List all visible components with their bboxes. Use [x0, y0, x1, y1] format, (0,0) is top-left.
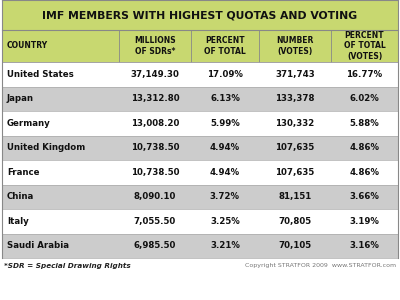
Text: Saudi Arabia: Saudi Arabia: [7, 241, 69, 250]
Text: COUNTRY: COUNTRY: [7, 41, 48, 50]
Text: 3.16%: 3.16%: [350, 241, 380, 250]
Text: 107,635: 107,635: [276, 143, 315, 152]
Bar: [2, 30, 398, 62]
Text: 4.86%: 4.86%: [350, 168, 380, 177]
Text: 3.72%: 3.72%: [210, 192, 240, 201]
Text: 4.86%: 4.86%: [350, 143, 380, 152]
Text: Germany: Germany: [7, 119, 51, 128]
Text: 4.94%: 4.94%: [210, 168, 240, 177]
Text: United States: United States: [7, 70, 74, 79]
Text: 13,312.80: 13,312.80: [130, 94, 179, 103]
Text: 6,985.50: 6,985.50: [134, 241, 176, 250]
Text: 8,090.10: 8,090.10: [134, 192, 176, 201]
Text: 5.88%: 5.88%: [350, 119, 380, 128]
Bar: [2, 0, 398, 30]
Text: 70,105: 70,105: [278, 241, 312, 250]
Text: 13,008.20: 13,008.20: [131, 119, 179, 128]
Text: 5.99%: 5.99%: [210, 119, 240, 128]
Text: Copyright STRATFOR 2009  www.STRATFOR.com: Copyright STRATFOR 2009 www.STRATFOR.com: [245, 263, 396, 268]
Text: 10,738.50: 10,738.50: [131, 143, 179, 152]
Bar: [2, 209, 398, 233]
Text: France: France: [7, 168, 40, 177]
Text: 6.02%: 6.02%: [350, 94, 380, 103]
Text: PERCENT
OF TOTAL
(VOTES): PERCENT OF TOTAL (VOTES): [344, 31, 386, 61]
Text: PERCENT
OF TOTAL: PERCENT OF TOTAL: [204, 36, 246, 56]
Bar: [2, 233, 398, 258]
Text: 7,055.50: 7,055.50: [134, 217, 176, 226]
Bar: [2, 184, 398, 209]
Text: 3.19%: 3.19%: [350, 217, 380, 226]
Text: Japan: Japan: [7, 94, 34, 103]
Text: NUMBER
(VOTES): NUMBER (VOTES): [276, 36, 314, 56]
Text: 17.09%: 17.09%: [207, 70, 243, 79]
Text: 6.13%: 6.13%: [210, 94, 240, 103]
Text: 133,378: 133,378: [275, 94, 315, 103]
Text: Italy: Italy: [7, 217, 29, 226]
Text: 107,635: 107,635: [276, 168, 315, 177]
Bar: [2, 86, 398, 111]
Text: MILLIONS
OF SDRs*: MILLIONS OF SDRs*: [134, 36, 176, 56]
Text: United Kingdom: United Kingdom: [7, 143, 85, 152]
Text: 70,805: 70,805: [278, 217, 312, 226]
Text: 130,332: 130,332: [276, 119, 315, 128]
Text: IMF MEMBERS WITH HIGHEST QUOTAS AND VOTING: IMF MEMBERS WITH HIGHEST QUOTAS AND VOTI…: [42, 10, 358, 20]
Bar: [2, 111, 398, 136]
Text: 16.77%: 16.77%: [346, 70, 383, 79]
Text: 3.66%: 3.66%: [350, 192, 380, 201]
Bar: [2, 136, 398, 160]
Text: *SDR = Special Drawing Rights: *SDR = Special Drawing Rights: [4, 263, 131, 269]
Text: 371,743: 371,743: [275, 70, 315, 79]
Text: China: China: [7, 192, 34, 201]
Text: 4.94%: 4.94%: [210, 143, 240, 152]
Bar: [2, 160, 398, 184]
Text: 3.25%: 3.25%: [210, 217, 240, 226]
Text: 10,738.50: 10,738.50: [131, 168, 179, 177]
Text: 3.21%: 3.21%: [210, 241, 240, 250]
Bar: [2, 62, 398, 86]
Text: 37,149.30: 37,149.30: [130, 70, 179, 79]
Text: 81,151: 81,151: [278, 192, 312, 201]
